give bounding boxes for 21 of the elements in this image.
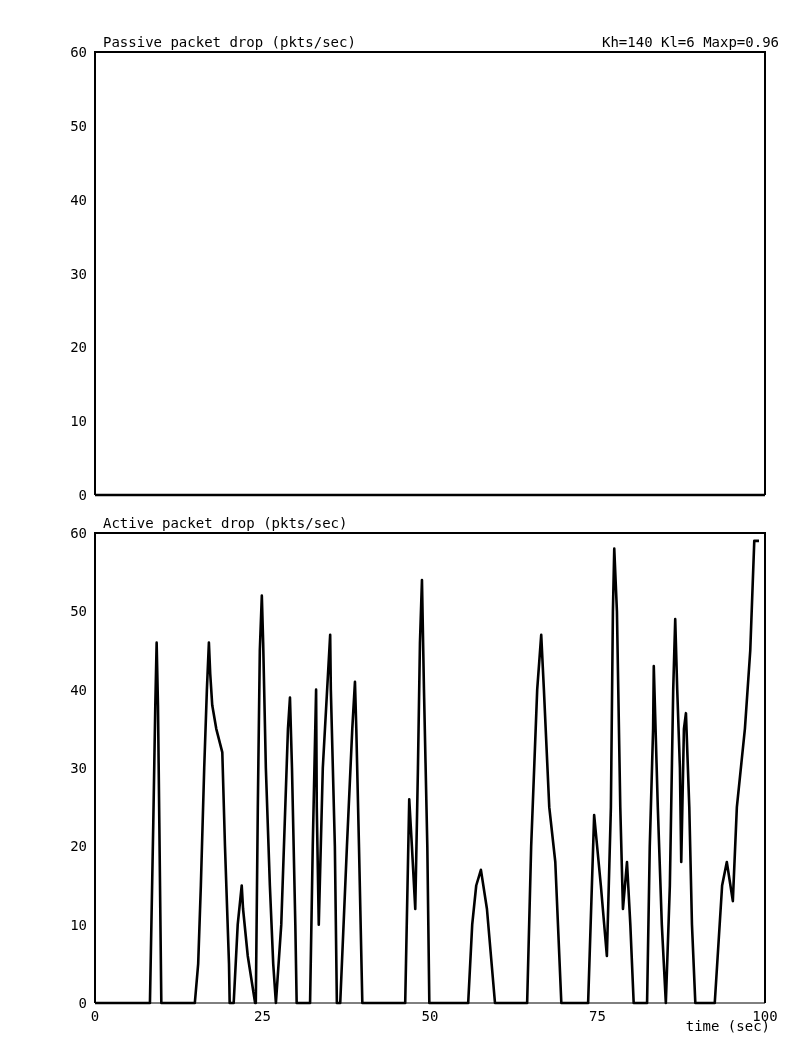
x-tick-label: 50: [421, 1008, 439, 1024]
y-tick-label: 30: [70, 265, 87, 282]
y-tick-label: 0: [78, 487, 87, 503]
chart-title: Active packet drop (pkts/sec): [103, 515, 348, 531]
y-tick-label: 40: [70, 681, 87, 698]
y-tick-label: 50: [70, 603, 87, 620]
y-tick-label: 20: [70, 339, 87, 356]
y-tick-label: 40: [70, 191, 87, 208]
y-tick-label: 20: [70, 838, 87, 855]
y-tick-label: 60: [70, 525, 87, 541]
chart-title: Passive packet drop (pkts/sec): [103, 34, 356, 50]
x-tick-label: 75: [589, 1008, 606, 1024]
y-tick-label: 30: [70, 760, 87, 776]
y-tick-label: 10: [70, 413, 87, 430]
y-tick-label: 10: [70, 916, 87, 933]
text: Kh=140 Kl=6 Maxp=0.96: [601, 34, 779, 50]
x-tick-label: 0: [90, 1008, 100, 1024]
y-tick-label: 60: [70, 44, 87, 60]
y-tick-label: 50: [70, 117, 87, 134]
y-tick-label: 0: [78, 995, 87, 1011]
x-tick-label: 25: [254, 1008, 271, 1024]
